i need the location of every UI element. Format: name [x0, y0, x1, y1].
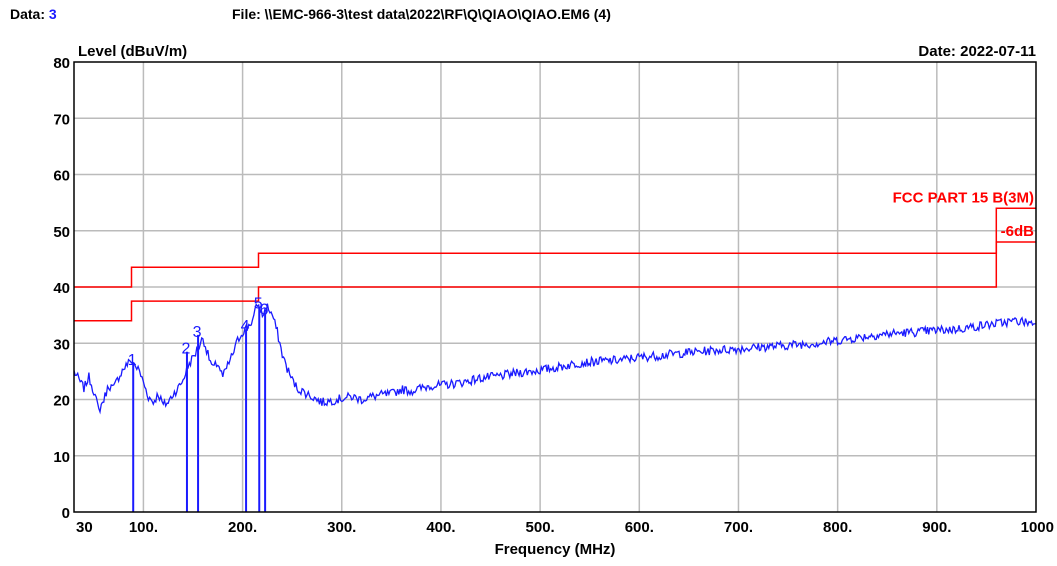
limit-lines [74, 207, 1036, 322]
y-tick-label: 0 [62, 505, 70, 522]
data-label: Data: [10, 6, 46, 22]
limit-label-6db: -6dB [1001, 223, 1035, 240]
y-tick-label: 50 [53, 224, 70, 241]
x-tick-label: 400. [426, 519, 455, 536]
y-tick-label: 40 [53, 280, 70, 297]
y-tick-label: 10 [53, 449, 70, 466]
x-tick-label: 900. [922, 519, 951, 536]
marker-label-5: 5 [254, 296, 263, 313]
y-tick-label: 80 [53, 55, 70, 72]
data-indicator: Data: 3 [10, 6, 57, 22]
x-tick-label: 1000 [1021, 519, 1054, 536]
file-path: File: \\EMC-966-3\test data\2022\RF\Q\QI… [232, 6, 611, 22]
trace-line [73, 302, 1037, 415]
data-value: 3 [48, 6, 57, 22]
marker-lines: 123 456 [128, 296, 269, 512]
limit-labels: FCC PART 15 B(3M) -6dB [893, 189, 1035, 240]
tick-labels: 0 10 20 30 40 50 60 70 80 30 100. 200. 300. 400. 500. 6… [53, 55, 1054, 536]
x-tick-label: 30 [76, 519, 93, 536]
y-tick-label: 30 [53, 336, 70, 353]
y-tick-label: 60 [53, 168, 70, 185]
limit-label-fcc: FCC PART 15 B(3M) [893, 189, 1034, 206]
x-tick-label: 500. [526, 519, 555, 536]
y-axis-label: Level (dBuV/m) [78, 43, 187, 60]
y-tick-label: 70 [53, 111, 70, 128]
y-tick-label: 20 [53, 393, 70, 410]
marker-label-2: 2 [182, 341, 191, 358]
x-tick-label: 800. [823, 519, 852, 536]
date-label: Date: 2022-07-11 [918, 43, 1036, 60]
marker-label-1: 1 [128, 352, 137, 369]
x-tick-label: 700. [724, 519, 753, 536]
x-tick-label: 300. [327, 519, 356, 536]
limit-line-2 [74, 241, 1036, 322]
x-tick-label: 100. [129, 519, 158, 536]
limit-line-1 [74, 207, 1036, 288]
x-tick-label: 600. [625, 519, 654, 536]
marker-label-3: 3 [193, 324, 202, 341]
plot-frame [73, 61, 1037, 513]
trace-group [73, 302, 1037, 415]
x-tick-label: 200. [228, 519, 257, 536]
x-axis-label: Frequency (MHz) [495, 541, 616, 558]
